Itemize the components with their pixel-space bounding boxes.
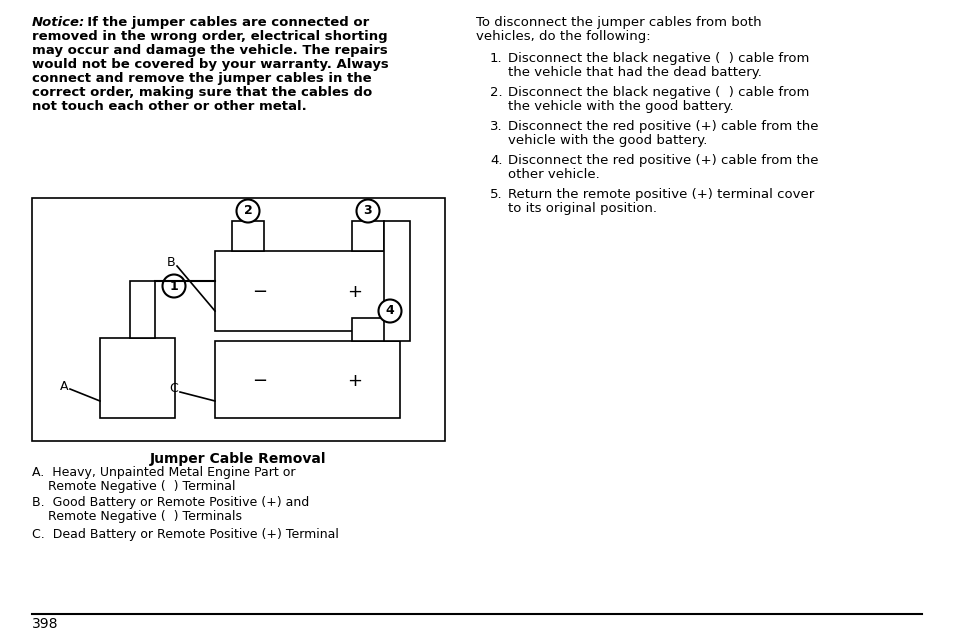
Bar [130,281,154,338]
Text: the vehicle that had the dead battery.: the vehicle that had the dead battery. [507,66,761,79]
Circle shape [356,200,379,223]
Text: correct order, making sure that the cables do: correct order, making sure that the cabl… [32,86,372,99]
Text: Disconnect the red positive (+) cable from the: Disconnect the red positive (+) cable fr… [507,120,818,133]
Text: −: − [253,372,267,390]
Text: Remote Negative (  ) Terminal: Remote Negative ( ) Terminal [32,480,235,493]
Text: 398: 398 [32,617,58,631]
Text: would not be covered by your warranty. Always: would not be covered by your warranty. A… [32,58,388,71]
Text: Disconnect the black negative (  ) cable from: Disconnect the black negative ( ) cable … [507,86,808,99]
Text: C: C [169,382,178,396]
Text: A.  Heavy, Unpainted Metal Engine Part or: A. Heavy, Unpainted Metal Engine Part or [32,466,295,479]
Text: vehicle with the good battery.: vehicle with the good battery. [507,134,706,147]
Text: Disconnect the red positive (+) cable from the: Disconnect the red positive (+) cable fr… [507,154,818,167]
Text: A: A [59,380,68,392]
Text: 4: 4 [385,305,394,317]
Text: 2: 2 [243,205,253,218]
Text: +: + [347,372,362,390]
Text: C.  Dead Battery or Remote Positive (+) Terminal: C. Dead Battery or Remote Positive (+) T… [32,528,338,541]
Text: removed in the wrong order, electrical shorting: removed in the wrong order, electrical s… [32,30,387,43]
Text: To disconnect the jumper cables from both: To disconnect the jumper cables from bot… [476,16,760,29]
Circle shape [378,300,401,322]
Bar [352,318,399,341]
Text: B: B [166,256,174,270]
Text: Return the remote positive (+) terminal cover: Return the remote positive (+) terminal … [507,188,814,201]
Text: Disconnect the black negative (  ) cable from: Disconnect the black negative ( ) cable … [507,52,808,65]
Text: other vehicle.: other vehicle. [507,168,599,181]
Text: 4.: 4. [490,154,502,167]
Bar [232,221,264,251]
Text: 3: 3 [363,205,372,218]
Text: 1.: 1. [490,52,502,65]
Text: vehicles, do the following:: vehicles, do the following: [476,30,650,43]
Bar [32,198,444,441]
Text: +: + [347,283,362,301]
Text: Notice:: Notice: [32,16,85,29]
Text: 2.: 2. [490,86,502,99]
Bar [352,221,384,251]
Text: B.  Good Battery or Remote Positive (+) and: B. Good Battery or Remote Positive (+) a… [32,496,309,509]
Text: connect and remove the jumper cables in the: connect and remove the jumper cables in … [32,72,372,85]
Circle shape [236,200,259,223]
Text: not touch each other or other metal.: not touch each other or other metal. [32,100,307,113]
Bar [384,221,410,341]
Bar [214,251,399,331]
Text: Jumper Cable Removal: Jumper Cable Removal [150,452,327,466]
Text: 3.: 3. [490,120,502,133]
Bar [100,338,174,418]
Text: Remote Negative (  ) Terminals: Remote Negative ( ) Terminals [32,510,242,523]
Text: If the jumper cables are connected or: If the jumper cables are connected or [78,16,369,29]
Bar [214,341,399,418]
Text: the vehicle with the good battery.: the vehicle with the good battery. [507,100,733,113]
Circle shape [162,275,185,298]
Text: 5.: 5. [490,188,502,201]
Text: may occur and damage the vehicle. The repairs: may occur and damage the vehicle. The re… [32,44,387,57]
Text: −: − [253,283,267,301]
Text: to its original position.: to its original position. [507,202,657,215]
Text: 1: 1 [170,279,178,293]
